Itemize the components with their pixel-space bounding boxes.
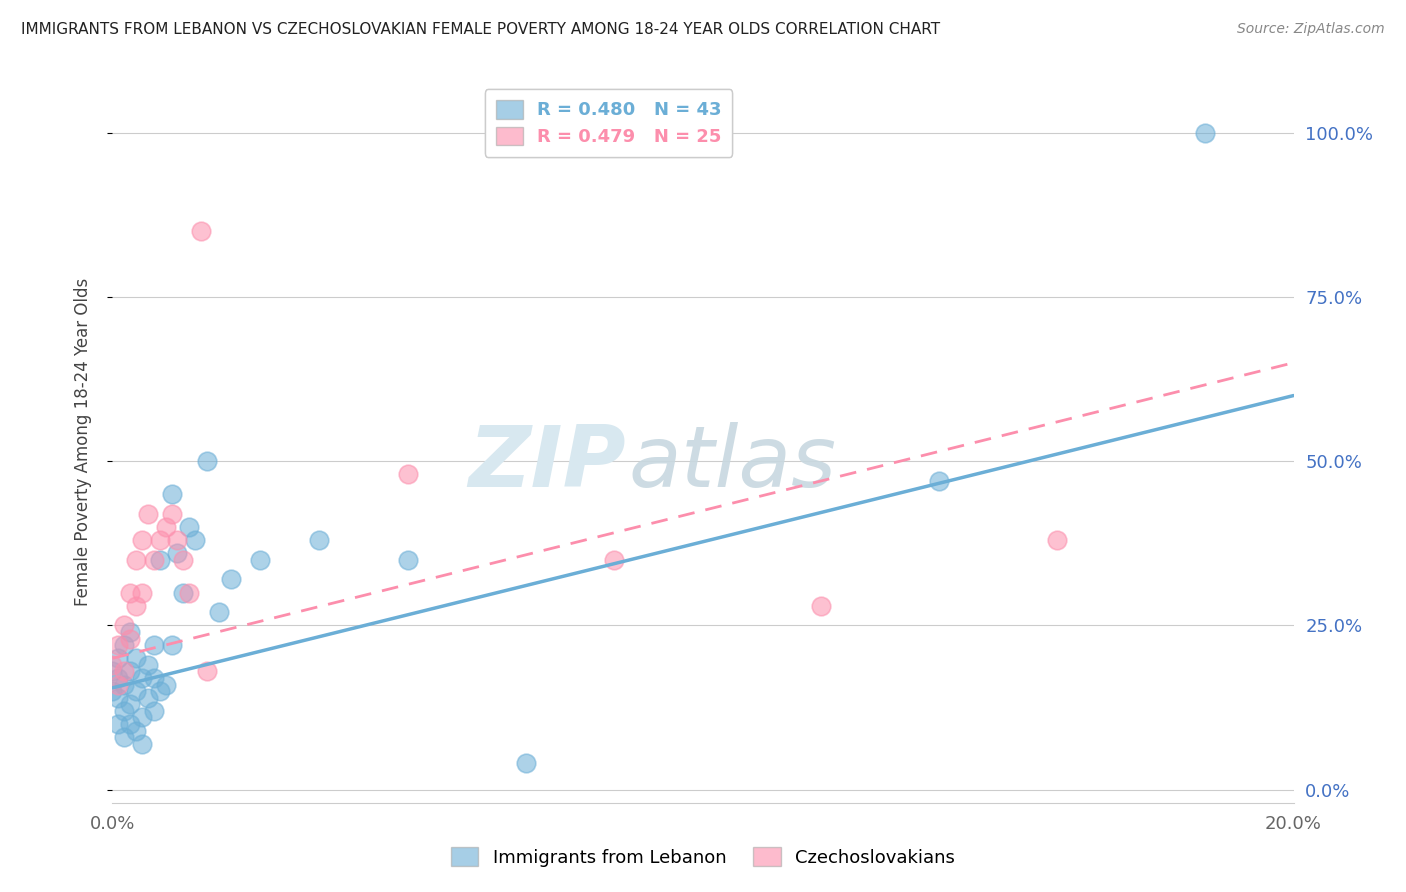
Legend: Immigrants from Lebanon, Czechoslovakians: Immigrants from Lebanon, Czechoslovakian… (444, 840, 962, 874)
Point (120, 625, 142, 640)
Text: Source: ZipAtlas.com: Source: ZipAtlas.com (1237, 22, 1385, 37)
Point (149, 533, 172, 547)
Point (136, 507, 159, 521)
Point (107, 690, 129, 705)
Point (112, 618, 135, 632)
Point (112, 677, 135, 691)
Point (120, 717, 142, 731)
Point (125, 651, 148, 665)
Y-axis label: Female Poverty Among 18-24 Year Olds: Female Poverty Among 18-24 Year Olds (73, 277, 91, 606)
Point (131, 533, 153, 547)
Point (172, 585, 194, 599)
Point (112, 665, 135, 679)
Point (131, 585, 153, 599)
Legend: R = 0.480   N = 43, R = 0.479   N = 25: R = 0.480 N = 43, R = 0.479 N = 25 (485, 89, 733, 157)
Point (107, 671, 129, 685)
Point (112, 704, 135, 718)
Point (125, 599, 148, 613)
Text: atlas: atlas (628, 422, 837, 505)
Point (131, 737, 153, 751)
Point (1046, 533, 1069, 547)
Point (107, 651, 129, 665)
Point (107, 638, 129, 652)
Point (120, 698, 142, 712)
Point (810, 599, 832, 613)
Point (131, 710, 153, 724)
Point (396, 553, 419, 567)
Point (195, 454, 218, 468)
Point (142, 638, 165, 652)
Point (1194, 126, 1216, 140)
Point (166, 546, 188, 560)
Point (136, 657, 159, 672)
Point (160, 507, 183, 521)
Point (120, 585, 142, 599)
Point (149, 553, 172, 567)
Point (101, 657, 124, 672)
Point (160, 487, 183, 501)
Point (928, 474, 950, 488)
Point (179, 585, 201, 599)
Point (112, 730, 135, 744)
Point (131, 671, 153, 685)
Point (179, 520, 201, 534)
Point (112, 638, 135, 652)
Point (308, 533, 330, 547)
Point (120, 632, 142, 646)
Point (155, 677, 177, 691)
Point (101, 684, 124, 698)
Point (125, 553, 148, 567)
Text: ZIP: ZIP (468, 422, 626, 505)
Point (125, 684, 148, 698)
Point (149, 684, 172, 698)
Point (136, 690, 159, 705)
Point (219, 573, 242, 587)
Point (142, 704, 165, 718)
Point (515, 756, 537, 771)
Point (142, 553, 165, 567)
Point (107, 677, 129, 691)
Point (603, 553, 626, 567)
Point (208, 605, 231, 619)
Point (142, 671, 165, 685)
Text: IMMIGRANTS FROM LEBANON VS CZECHOSLOVAKIAN FEMALE POVERTY AMONG 18-24 YEAR OLDS : IMMIGRANTS FROM LEBANON VS CZECHOSLOVAKI… (21, 22, 941, 37)
Point (160, 638, 183, 652)
Point (101, 665, 124, 679)
Point (190, 224, 212, 238)
Point (172, 553, 194, 567)
Point (184, 533, 207, 547)
Point (166, 533, 188, 547)
Point (155, 520, 177, 534)
Point (249, 553, 271, 567)
Point (125, 723, 148, 738)
Point (396, 467, 419, 482)
Point (107, 717, 129, 731)
Point (120, 665, 142, 679)
Point (195, 665, 218, 679)
